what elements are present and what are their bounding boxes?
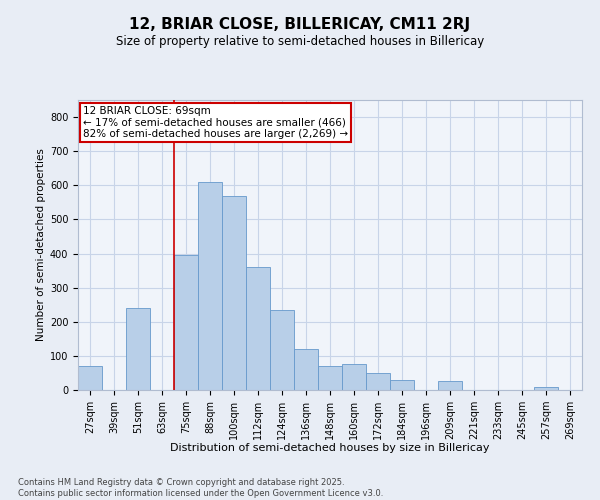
Bar [78,366,102,390]
Bar [270,310,294,390]
Bar [318,366,342,390]
Text: Contains HM Land Registry data © Crown copyright and database right 2025.
Contai: Contains HM Land Registry data © Crown c… [18,478,383,498]
X-axis label: Distribution of semi-detached houses by size in Billericay: Distribution of semi-detached houses by … [170,444,490,454]
Bar [222,196,246,390]
Bar [198,182,222,390]
Bar [294,349,318,390]
Bar [366,373,390,390]
Text: 12 BRIAR CLOSE: 69sqm
← 17% of semi-detached houses are smaller (466)
82% of sem: 12 BRIAR CLOSE: 69sqm ← 17% of semi-deta… [83,106,348,139]
Bar [246,267,270,390]
Bar [342,364,366,390]
Bar [390,380,414,390]
Text: Size of property relative to semi-detached houses in Billericay: Size of property relative to semi-detach… [116,35,484,48]
Bar [534,386,558,390]
Y-axis label: Number of semi-detached properties: Number of semi-detached properties [35,148,46,342]
Bar [126,308,150,390]
Bar [438,382,462,390]
Bar [174,255,198,390]
Text: 12, BRIAR CLOSE, BILLERICAY, CM11 2RJ: 12, BRIAR CLOSE, BILLERICAY, CM11 2RJ [130,18,470,32]
